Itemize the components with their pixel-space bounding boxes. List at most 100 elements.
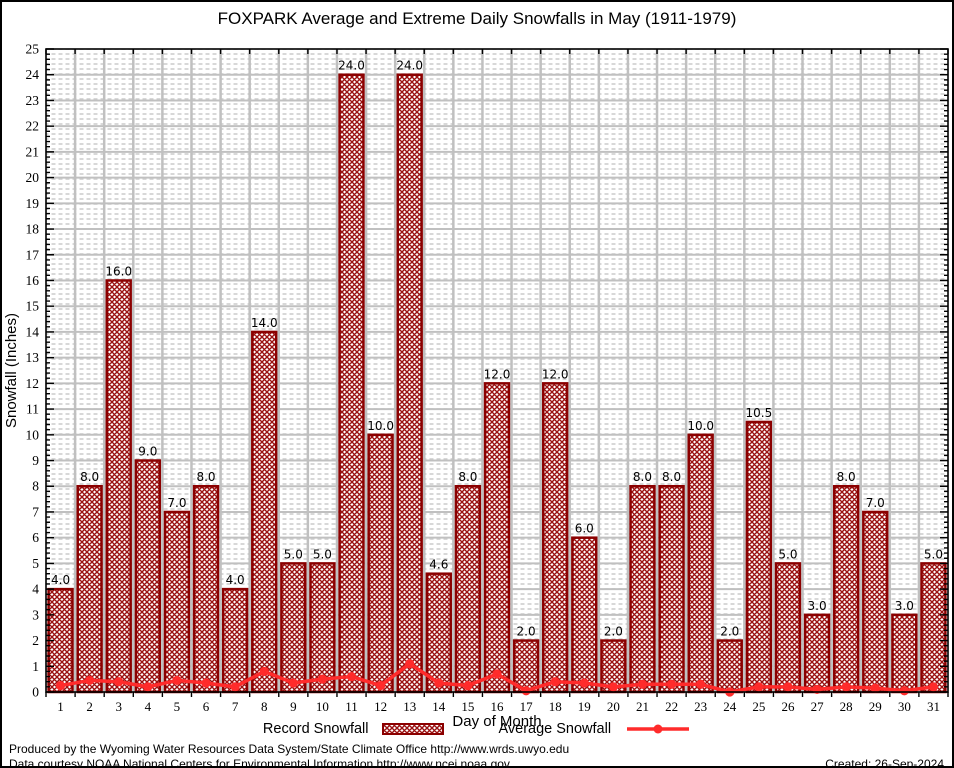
bar-value-label: 14.0	[251, 316, 278, 330]
bar-value-label: 8.0	[80, 470, 99, 484]
average-snowfall-point	[85, 675, 95, 686]
x-tick-label: 29	[869, 699, 882, 714]
y-tick-label: 10	[26, 427, 40, 442]
average-snowfall-point	[841, 682, 851, 692]
record-snowfall-bar	[920, 562, 947, 694]
footer-created-date: Created: 26-Sep-2024	[825, 757, 944, 768]
average-snowfall-point	[172, 675, 182, 686]
bar-value-label: 10.0	[367, 419, 394, 433]
x-tick-label: 27	[811, 699, 825, 714]
record-snowfall-bar	[803, 613, 831, 694]
average-snowfall-point	[870, 683, 880, 693]
x-tick-label: 30	[898, 699, 911, 714]
y-tick-label: 13	[26, 350, 40, 365]
record-snowfall-bar	[716, 639, 743, 694]
y-tick-label: 9	[32, 453, 39, 468]
average-snowfall-point	[521, 686, 531, 696]
y-tick-label: 17	[26, 247, 40, 262]
average-snowfall-point	[608, 682, 618, 692]
y-axis-title: Snowfall (Inches)	[3, 313, 20, 428]
y-tick-label: 4	[32, 582, 39, 597]
x-tick-label: 20	[607, 699, 620, 714]
x-tick-label: 12	[374, 699, 387, 714]
x-tick-label: 28	[840, 699, 853, 714]
y-tick-label: 1	[32, 659, 39, 674]
y-tick-label: 21	[26, 144, 40, 159]
average-snowfall-marker-icon	[627, 724, 690, 734]
average-snowfall-point	[463, 680, 473, 691]
y-tick-label: 15	[26, 299, 40, 314]
bar-value-label: 2.0	[604, 625, 623, 639]
x-tick-label: 25	[752, 699, 765, 714]
average-snowfall-point	[579, 678, 589, 688]
y-tick-label: 5	[32, 556, 39, 571]
chart-title: FOXPARK Average and Extreme Daily Snowfa…	[217, 9, 737, 28]
y-tick-label: 25	[26, 42, 40, 57]
record-snowfall-bar	[163, 510, 191, 694]
x-tick-label: 18	[549, 699, 562, 714]
x-tick-label: 31	[927, 699, 940, 714]
x-tick-label: 19	[578, 699, 591, 714]
bar-value-label: 9.0	[138, 445, 157, 459]
record-snowfall-bar	[862, 510, 889, 694]
bar-value-label: 24.0	[338, 59, 365, 73]
x-tick-label: 10	[316, 699, 329, 714]
average-snowfall-point	[143, 682, 153, 692]
footer-data-courtesy: Data courtesy NOAA National Centers for …	[9, 757, 510, 768]
record-snowfall-bar	[338, 73, 365, 694]
x-tick-label: 14	[432, 699, 446, 714]
y-tick-label: 6	[32, 530, 39, 545]
bar-value-label: 2.0	[517, 625, 536, 639]
bar-value-label: 8.0	[662, 470, 681, 484]
legend-average-label: Average Snowfall	[498, 721, 612, 737]
record-snowfall-bar	[251, 330, 278, 694]
record-snowfall-bar	[309, 562, 336, 694]
x-tick-label: 5	[174, 699, 181, 714]
record-snowfall-bar	[454, 484, 482, 694]
average-snowfall-point	[405, 659, 415, 669]
average-snowfall-point	[637, 679, 648, 689]
x-tick-label: 15	[461, 699, 474, 714]
average-snowfall-point	[376, 680, 386, 691]
record-snowfall-bar	[221, 587, 249, 694]
record-snowfall-bar	[134, 459, 162, 694]
bar-value-label: 12.0	[484, 367, 511, 381]
y-tick-label: 14	[26, 324, 40, 339]
record-snowfall-bar	[658, 484, 685, 694]
x-tick-label: 6	[203, 699, 210, 714]
bar-value-label: 3.0	[808, 599, 827, 613]
bar-value-label: 7.0	[167, 496, 186, 510]
x-tick-label: 7	[232, 699, 239, 714]
x-tick-label: 17	[520, 699, 534, 714]
record-snowfall-bar	[774, 562, 802, 694]
y-tick-label: 3	[32, 607, 39, 622]
y-tick-label: 16	[26, 273, 40, 288]
x-tick-label: 21	[636, 699, 649, 714]
x-tick-label: 2	[86, 699, 93, 714]
record-snowfall-bar	[542, 382, 569, 694]
x-tick-label: 9	[290, 699, 297, 714]
average-snowfall-point	[317, 674, 328, 684]
bar-value-label: 8.0	[633, 470, 652, 484]
bar-value-label: 6.0	[575, 522, 594, 536]
y-tick-label: 20	[26, 170, 40, 185]
x-axis-title: Day of Month	[452, 713, 541, 730]
x-tick-label: 16	[491, 699, 505, 714]
bar-value-label: 4.0	[51, 573, 70, 587]
record-snowfall-bar	[745, 420, 773, 694]
average-snowfall-point	[259, 666, 269, 677]
bar-value-label: 8.0	[837, 470, 856, 484]
y-tick-label: 19	[26, 196, 40, 211]
bar-value-label: 5.0	[284, 547, 303, 561]
chart-legend: Record Snowfall Average Snowfall	[2, 721, 952, 737]
y-tick-label: 18	[26, 222, 40, 237]
x-tick-label: 1	[57, 699, 64, 714]
record-snowfall-bar	[483, 382, 511, 694]
y-tick-label: 11	[26, 402, 39, 417]
record-snowfall-bar	[280, 562, 307, 694]
x-tick-label: 13	[403, 699, 416, 714]
bar-value-label: 4.0	[226, 573, 245, 587]
record-snowfall-bar	[687, 433, 714, 694]
bar-value-label: 4.6	[429, 558, 448, 572]
average-snowfall-point	[434, 678, 444, 688]
